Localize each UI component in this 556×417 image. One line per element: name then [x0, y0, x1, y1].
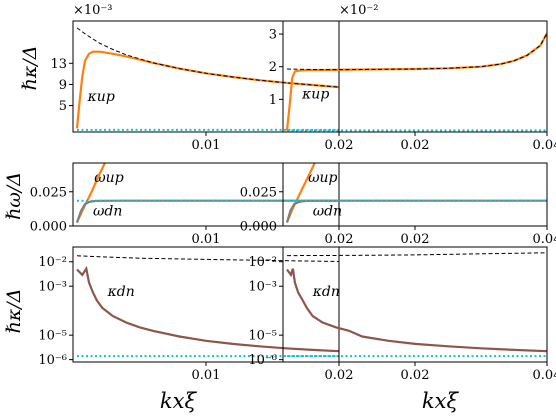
axes-frame [72, 246, 340, 363]
panel-bottom-left: 0.01 0.02 10⁻⁶ 10⁻⁵ 10⁻³ 10⁻² κdn [38, 246, 354, 383]
y-tick-label: 10⁻² [248, 255, 277, 270]
x-tick-label: 0.02 [325, 368, 354, 383]
annotation-label: κdn [107, 284, 135, 300]
x-tick-label: 0.01 [192, 232, 221, 247]
panel-bottom-right: 0.02 0.04 10⁻⁶ 10⁻⁵ 10⁻³ 10⁻² κdn [248, 246, 556, 383]
annotation-label: κdn [312, 284, 340, 300]
y-tick-label: 9 [59, 78, 67, 93]
y-tick-label: 2 [269, 60, 277, 75]
series-brown-line [286, 268, 547, 353]
axes-frame [72, 20, 340, 133]
series-dashed-line [286, 32, 547, 71]
ylabel-bottom: ℏκ/Δ [3, 289, 25, 334]
y-tick-label: 0.025 [30, 185, 67, 200]
series-dashed-line [76, 27, 339, 88]
annotation-label: ωdn [93, 204, 122, 220]
xlabel-right: kxξ [422, 389, 460, 413]
series-dashed-line [76, 255, 339, 262]
y-tick-label: 13 [50, 57, 67, 72]
ylabel-top: ℏκ/Δ [19, 46, 41, 91]
series-brown-line [76, 265, 339, 353]
x-tick-label: 0.01 [192, 138, 221, 153]
y-tick-label: 10⁻³ [38, 280, 67, 295]
exponent-right: ×10⁻² [339, 3, 379, 18]
exponent-left: ×10⁻³ [73, 3, 113, 18]
y-tick-label: 0.000 [30, 220, 67, 235]
y-tick-label: 10⁻³ [248, 280, 277, 295]
y-tick-label: 10⁻² [38, 255, 67, 270]
series-gray-line [285, 199, 547, 223]
series-orange-line [285, 163, 316, 223]
ylabel-middle: ℏω/Δ [3, 172, 25, 220]
y-tick-label: 10⁻⁶ [248, 353, 277, 368]
y-tick-label: 0.000 [240, 220, 277, 235]
series-orange-line [75, 50, 339, 129]
x-tick-label: 0.04 [533, 138, 556, 153]
x-tick-label: 0.04 [533, 368, 556, 383]
annotation-label: ωdn [313, 204, 342, 220]
x-tick-label: 0.02 [401, 232, 430, 247]
panel-mid-right: 0.02 0.04 0.000 0.025 ωup ωdn [240, 162, 556, 247]
y-tick-label: 10⁻⁵ [38, 329, 67, 344]
annotation-label: κup [87, 89, 115, 105]
y-tick-label: 0.025 [240, 185, 277, 200]
x-tick-label: 0.02 [401, 138, 430, 153]
series-orange-line [285, 32, 547, 131]
y-tick-label: 10⁻⁶ [38, 353, 67, 368]
x-tick-label: 0.02 [325, 138, 354, 153]
annotation-label: κup [301, 87, 329, 103]
x-tick-label: 0.04 [533, 232, 556, 247]
series-gray-line [75, 199, 339, 223]
axes-frame [282, 20, 548, 133]
xlabel-left: kxξ [160, 389, 198, 413]
series-dashed-line [286, 252, 547, 257]
y-tick-label: 1 [269, 93, 277, 108]
panel-mid-left: 0.01 0.02 0.000 0.025 ωup ωdn [30, 162, 354, 247]
y-tick-label: 5 [59, 99, 67, 114]
annotation-label: ωup [308, 170, 337, 186]
x-tick-label: 0.02 [401, 368, 430, 383]
x-tick-label: 0.01 [192, 368, 221, 383]
y-tick-label: 3 [269, 28, 277, 43]
panel-top-right: 0.02 0.04 1 2 3 κup [269, 20, 556, 153]
annotation-label: ωup [94, 170, 123, 186]
x-tick-label: 0.02 [325, 232, 354, 247]
y-tick-label: 10⁻⁵ [248, 329, 277, 344]
